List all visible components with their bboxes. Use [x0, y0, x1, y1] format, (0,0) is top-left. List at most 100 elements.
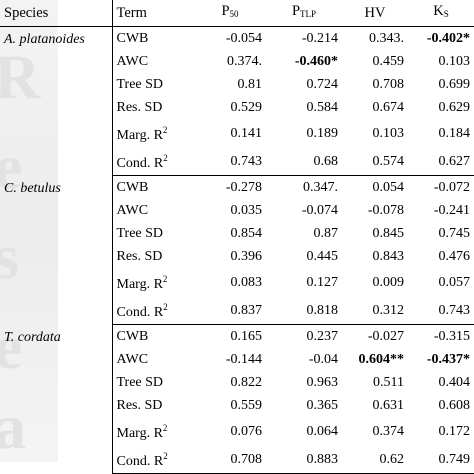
table-row: AWC 0.035 -0.074 -0.078 -0.241	[0, 199, 474, 222]
value-cell-p50: 0.81	[237, 77, 263, 92]
header-hv: HV	[342, 0, 408, 27]
value-cell-hv: 0.312	[342, 296, 408, 325]
table-row: Cond. R2 0.743 0.68 0.574 0.627	[0, 147, 474, 176]
value-cell-ptlp: 0.237	[306, 329, 339, 344]
term-cell: Marg. R2	[111, 268, 194, 296]
value-cell-p50: 0.708	[194, 445, 266, 474]
value-cell-ks: 0.743	[408, 296, 474, 325]
value-cell-ks: 0.172	[438, 423, 471, 439]
value-cell-p50: 0.743	[194, 147, 266, 176]
value-cell-ptlp: 0.127	[306, 274, 339, 290]
value-cell-hv: 0.708	[372, 77, 405, 92]
term-cell: AWC	[111, 199, 194, 222]
term-cell: Res. SD	[111, 394, 194, 417]
table-row: Cond. R2 0.837 0.818 0.312 0.743	[0, 296, 474, 325]
value-cell-hv: -0.078	[367, 203, 404, 218]
header-term: Term	[111, 0, 194, 27]
value-cell-ks: 0.404	[438, 375, 471, 390]
species-name: C. betulus	[4, 180, 61, 196]
value-cell-ks: 0.608	[438, 398, 471, 413]
term-cell: AWC	[111, 348, 194, 371]
value-cell-hv: 0.604**	[358, 352, 405, 367]
value-cell-ptlp: -0.074	[301, 203, 338, 218]
value-cell-ptlp: 0.68	[266, 147, 342, 176]
term-cell: CWB	[111, 26, 194, 50]
value-cell-ks: -0.437*	[426, 352, 470, 367]
table-row: Marg. R2 0.083 0.127 0.009 0.057	[0, 268, 474, 296]
left-watermark-strip: R e s e a	[0, 0, 58, 462]
table-row: Res. SD 0.396 0.445 0.843 0.476	[0, 245, 474, 268]
term-cell: Res. SD	[111, 245, 194, 268]
table-row: A. platanoides CWB -0.054 -0.214 0.343. -0.40…	[0, 26, 474, 50]
value-cell-hv: 0.574	[342, 147, 408, 176]
value-cell-p50: 0.837	[194, 296, 266, 325]
value-cell-p50: -0.144	[225, 352, 262, 367]
value-cell-ks: 0.057	[438, 274, 471, 290]
value-cell-ptlp: 0.883	[266, 445, 342, 474]
term-cell: AWC	[111, 50, 194, 73]
value-cell-hv: 0.009	[372, 274, 405, 290]
term-cell: CWB	[111, 324, 194, 348]
species-name: A. platanoides	[4, 32, 85, 47]
table-row: Tree SD 0.822 0.963 0.511 0.404	[0, 371, 474, 394]
value-cell-hv: 0.843	[372, 249, 405, 264]
value-cell-ks: -0.315	[433, 329, 470, 344]
term-cell: Tree SD	[111, 222, 194, 245]
value-cell-ks: -0.402*	[426, 31, 470, 46]
value-cell-ks: 0.184	[438, 125, 471, 141]
table-row: Marg. R2 0.076 0.064 0.374 0.172	[0, 417, 474, 445]
value-cell-p50: 0.165	[230, 329, 263, 344]
value-cell-ptlp: 0.347.	[303, 180, 338, 195]
value-cell-p50: -0.054	[225, 31, 262, 46]
value-cell-p50: 0.141	[230, 125, 263, 141]
term-cell: Marg. R2	[111, 119, 194, 147]
value-cell-p50: 0.854	[230, 226, 263, 241]
value-cell-ks: 0.699	[438, 77, 471, 92]
term-cell: Cond. R2	[111, 445, 194, 474]
value-cell-ks: 0.627	[408, 147, 474, 176]
value-cell-hv: 0.459	[372, 54, 405, 69]
value-cell-ptlp: 0.87	[313, 226, 339, 241]
value-cell-ptlp: 0.189	[306, 125, 339, 141]
value-cell-ptlp: 0.963	[306, 375, 339, 390]
value-cell-hv: 0.103	[372, 125, 405, 141]
table-row: Res. SD 0.529 0.584 0.674 0.629	[0, 96, 474, 119]
table-row: Tree SD 0.854 0.87 0.845 0.745	[0, 222, 474, 245]
value-cell-ptlp: 0.064	[306, 423, 339, 439]
value-cell-p50: 0.374.	[227, 54, 262, 69]
value-cell-ks: 0.103	[438, 54, 471, 69]
value-cell-hv: 0.054	[372, 180, 405, 195]
value-cell-hv: 0.343.	[369, 31, 404, 46]
value-cell-hv: 0.631	[372, 398, 405, 413]
value-cell-ptlp: 0.818	[266, 296, 342, 325]
value-cell-p50: 0.035	[230, 203, 263, 218]
value-cell-ks: 0.749	[408, 445, 474, 474]
table-row: Tree SD 0.81 0.724 0.708 0.699	[0, 73, 474, 96]
value-cell-p50: 0.083	[230, 274, 263, 290]
value-cell-ks: -0.072	[433, 180, 470, 195]
value-cell-ptlp: 0.724	[306, 77, 339, 92]
table-row: C. betulus CWB -0.278 0.347. 0.054 -0.072	[0, 175, 474, 199]
value-cell-p50: -0.278	[225, 180, 262, 195]
species-name: T. cordata	[4, 329, 61, 345]
value-cell-hv: 0.674	[372, 100, 405, 115]
value-cell-ptlp: -0.460*	[294, 54, 338, 69]
value-cell-ptlp: 0.445	[306, 249, 339, 264]
term-cell: Tree SD	[111, 73, 194, 96]
value-cell-hv: 0.511	[373, 375, 404, 390]
term-cell: Res. SD	[111, 96, 194, 119]
table-row: Res. SD 0.559 0.365 0.631 0.608	[0, 394, 474, 417]
value-cell-p50: 0.076	[230, 423, 263, 439]
header-ptlp: PTLP	[266, 0, 342, 27]
table-row: Marg. R2 0.141 0.189 0.103 0.184	[0, 119, 474, 147]
value-cell-hv: 0.374	[372, 423, 405, 439]
header-species: Species	[0, 0, 112, 27]
value-cell-hv: -0.027	[367, 329, 404, 344]
table-row: AWC -0.144 -0.04 0.604** -0.437*	[0, 348, 474, 371]
term-cell: CWB	[111, 175, 194, 199]
value-cell-p50: 0.559	[230, 398, 263, 413]
header-p50: P50	[194, 0, 266, 27]
header-ks: KS	[408, 0, 474, 27]
term-cell: Tree SD	[111, 371, 194, 394]
